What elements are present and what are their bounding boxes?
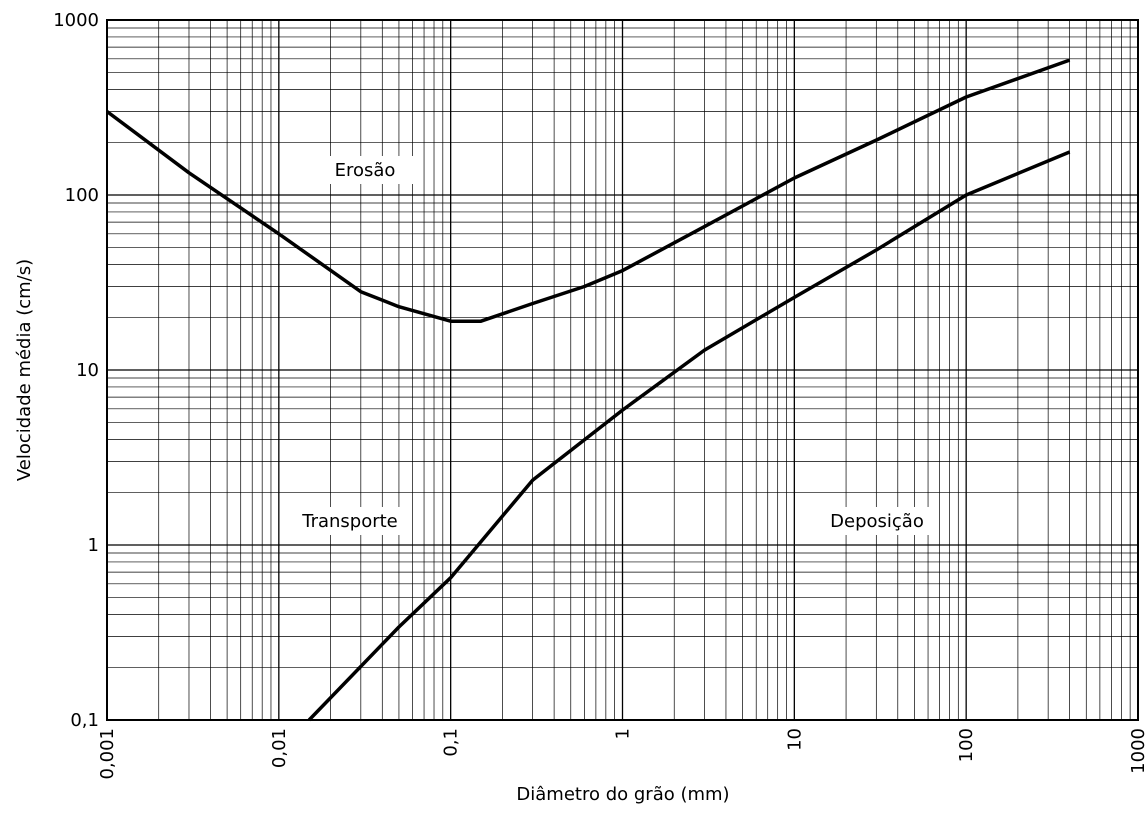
- annotation-bg: [292, 507, 408, 535]
- x-tick-label: 1: [613, 728, 634, 739]
- annotation-bg: [307, 156, 423, 184]
- y-tick-label: 1000: [53, 10, 99, 31]
- y-tick-label: 0,1: [70, 710, 99, 731]
- plot-frame: [106, 19, 1139, 721]
- x-tick-label: 0,001: [97, 728, 118, 780]
- annotation: Erosão: [335, 160, 396, 181]
- y-axis-label: Velocidade média (cm/s): [14, 259, 35, 481]
- annotation-bg: [819, 507, 935, 535]
- x-axis-label: Diâmetro do grão (mm): [516, 784, 729, 805]
- x-tick-label: 100: [956, 728, 977, 762]
- x-tick-label: 0,01: [269, 728, 290, 768]
- y-tick-label: 1: [88, 535, 99, 556]
- annotation: Transporte: [301, 511, 398, 532]
- x-tick-label: 1000: [1128, 728, 1148, 774]
- curve: [105, 58, 1071, 323]
- y-tick-label: 100: [65, 185, 99, 206]
- y-tick-label: 10: [76, 360, 99, 381]
- curve: [307, 150, 1071, 722]
- x-tick-label: 10: [784, 728, 805, 751]
- x-tick-label: 0,1: [441, 728, 462, 757]
- annotation: Deposição: [830, 511, 924, 532]
